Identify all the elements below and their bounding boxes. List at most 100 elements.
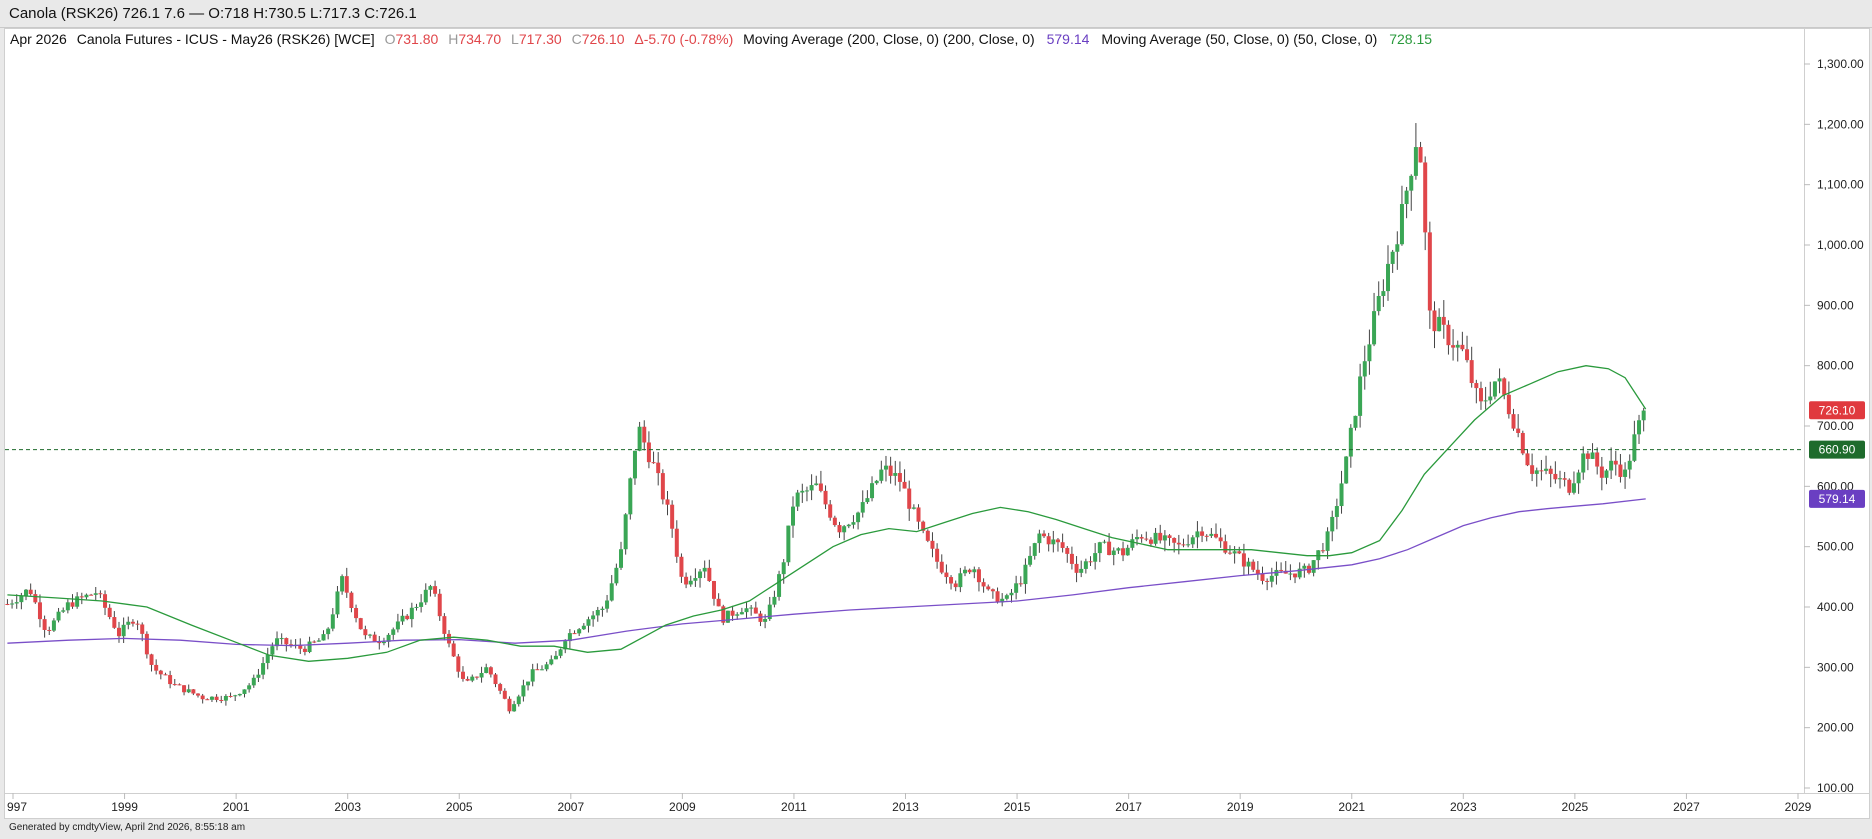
window-titlebar: Canola (RSK26) 726.1 7.6 — O:718 H:730.5… bbox=[0, 0, 1872, 28]
candle-up bbox=[1209, 533, 1214, 536]
candle-up bbox=[61, 610, 66, 612]
candle-up bbox=[1353, 415, 1358, 428]
candle-up bbox=[395, 621, 400, 630]
candle-down bbox=[572, 633, 577, 635]
candle-down bbox=[205, 699, 210, 701]
candle-up bbox=[595, 609, 600, 616]
candle-down bbox=[967, 569, 972, 573]
candle-down bbox=[823, 490, 828, 505]
candle-up bbox=[1116, 548, 1121, 551]
candle-down bbox=[921, 521, 926, 531]
candle-up bbox=[856, 512, 861, 523]
candle-down bbox=[1548, 468, 1553, 474]
candle-down bbox=[949, 577, 954, 584]
level-price-tag-label: 660.90 bbox=[1819, 443, 1856, 457]
y-tick-label: 600.00 bbox=[1817, 479, 1854, 493]
x-tick-label: 2023 bbox=[1450, 800, 1477, 814]
candle-down bbox=[1441, 316, 1446, 325]
price-chart[interactable]: Apr 2026 Canola Futures - ICUS - May26 (… bbox=[5, 29, 1869, 818]
y-tick-label: 100.00 bbox=[1817, 781, 1854, 795]
candle-down bbox=[33, 594, 38, 603]
y-tick-label: 400.00 bbox=[1817, 600, 1854, 614]
candle-up bbox=[800, 490, 805, 493]
candle-up bbox=[1079, 568, 1084, 573]
candle-down bbox=[377, 641, 382, 644]
y-axis: 100.00 200.00 300.00 400.00 500.00 600.00 700.… bbox=[1804, 57, 1864, 795]
y-tick-label: 1,000.00 bbox=[1817, 238, 1864, 252]
candle-up bbox=[10, 603, 15, 605]
candle-up bbox=[335, 591, 340, 615]
chart-panel[interactable]: Apr 2026 Canola Futures - ICUS - May26 (… bbox=[4, 28, 1870, 819]
candle-down bbox=[214, 696, 219, 700]
candle-down bbox=[1055, 539, 1060, 543]
candle-up bbox=[772, 596, 777, 605]
candle-up bbox=[539, 669, 544, 671]
candle-up bbox=[1581, 453, 1586, 473]
candle-down bbox=[1148, 539, 1153, 544]
candle-down bbox=[37, 602, 42, 620]
candle-down bbox=[1255, 569, 1260, 574]
candle-down bbox=[498, 684, 503, 691]
candle-down bbox=[5, 603, 10, 605]
candle-up bbox=[1386, 263, 1391, 292]
candle-up bbox=[791, 506, 796, 526]
candle-up bbox=[521, 685, 526, 697]
candle-up bbox=[1358, 376, 1363, 416]
candle-up bbox=[307, 641, 312, 652]
candle-down bbox=[1427, 232, 1432, 311]
candle-down bbox=[916, 507, 921, 522]
candle-up bbox=[688, 580, 693, 585]
y-tick-label: 300.00 bbox=[1817, 660, 1854, 674]
candle-up bbox=[65, 602, 70, 611]
candle-down bbox=[1158, 532, 1163, 541]
candle-down bbox=[1567, 479, 1572, 493]
candle-up bbox=[400, 615, 405, 622]
candle-up bbox=[1130, 539, 1135, 548]
candle-up bbox=[251, 677, 256, 686]
candle-up bbox=[549, 659, 554, 665]
candle-down bbox=[493, 674, 498, 685]
candle-down bbox=[140, 624, 145, 634]
candle-down bbox=[70, 602, 75, 607]
candle-up bbox=[1102, 541, 1107, 543]
legend-ma50-value: 728.15 bbox=[1389, 31, 1432, 47]
candle-up bbox=[972, 569, 977, 573]
candle-up bbox=[609, 583, 614, 601]
candle-down bbox=[200, 695, 205, 700]
x-tick-label: 2001 bbox=[223, 800, 250, 814]
candle-down bbox=[460, 671, 465, 679]
candle-down bbox=[358, 618, 363, 630]
candle-up bbox=[1023, 564, 1028, 585]
candle-down bbox=[163, 674, 168, 676]
candle-up bbox=[1269, 575, 1274, 582]
candle-up bbox=[1083, 561, 1088, 569]
candle-up bbox=[19, 595, 24, 603]
candle-up bbox=[516, 696, 521, 705]
candle-down bbox=[902, 481, 907, 489]
candle-up bbox=[1488, 396, 1493, 401]
candle-up bbox=[586, 619, 591, 626]
x-tick-label: 2005 bbox=[446, 800, 473, 814]
y-tick-label: 700.00 bbox=[1817, 419, 1854, 433]
candle-up bbox=[1381, 291, 1386, 296]
candle-down bbox=[182, 685, 187, 693]
x-tick-label: 2019 bbox=[1227, 800, 1254, 814]
candle-down bbox=[130, 621, 135, 624]
candle-up bbox=[1390, 251, 1395, 264]
candle-up bbox=[795, 492, 800, 507]
candle-down bbox=[1423, 162, 1428, 233]
candle-down bbox=[1446, 324, 1451, 346]
candle-up bbox=[870, 483, 875, 499]
candle-down bbox=[1516, 428, 1521, 433]
candle-down bbox=[172, 684, 177, 686]
candle-up bbox=[414, 606, 419, 608]
x-tick-label: 2013 bbox=[892, 800, 919, 814]
candle-down bbox=[670, 504, 675, 529]
candle-down bbox=[1200, 531, 1205, 536]
candle-down bbox=[1613, 460, 1618, 465]
candle-up bbox=[1637, 420, 1642, 435]
candle-down bbox=[42, 619, 47, 630]
candle-down bbox=[363, 629, 368, 636]
candle-up bbox=[763, 618, 768, 622]
ma200-price-tag-label: 579.14 bbox=[1819, 492, 1856, 506]
